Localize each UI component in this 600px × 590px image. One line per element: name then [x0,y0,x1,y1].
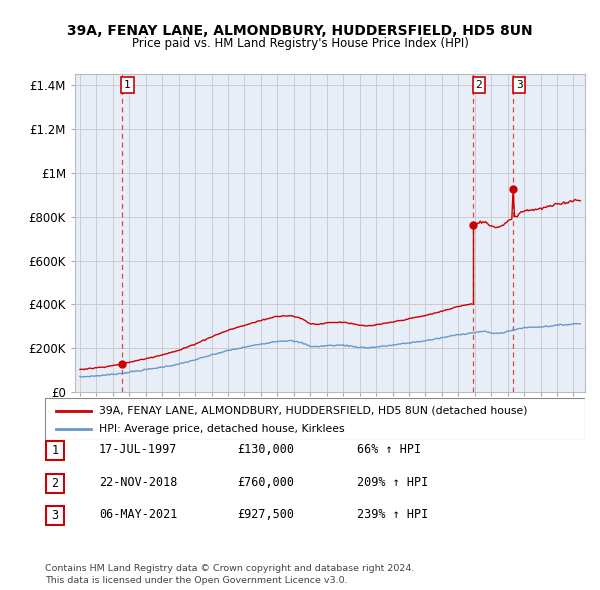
Text: 239% ↑ HPI: 239% ↑ HPI [357,508,428,521]
Text: 66% ↑ HPI: 66% ↑ HPI [357,443,421,456]
Text: 2: 2 [52,477,58,490]
Text: £927,500: £927,500 [237,508,294,521]
Text: 1: 1 [124,80,131,90]
Text: 209% ↑ HPI: 209% ↑ HPI [357,476,428,489]
Text: £760,000: £760,000 [237,476,294,489]
Text: 17-JUL-1997: 17-JUL-1997 [99,443,178,456]
Text: 39A, FENAY LANE, ALMONDBURY, HUDDERSFIELD, HD5 8UN: 39A, FENAY LANE, ALMONDBURY, HUDDERSFIEL… [67,24,533,38]
Text: £130,000: £130,000 [237,443,294,456]
Text: Contains HM Land Registry data © Crown copyright and database right 2024.: Contains HM Land Registry data © Crown c… [45,565,415,573]
Text: 39A, FENAY LANE, ALMONDBURY, HUDDERSFIELD, HD5 8UN (detached house): 39A, FENAY LANE, ALMONDBURY, HUDDERSFIEL… [99,406,527,415]
Text: 3: 3 [52,509,58,522]
Text: 22-NOV-2018: 22-NOV-2018 [99,476,178,489]
Text: 3: 3 [516,80,523,90]
Text: HPI: Average price, detached house, Kirklees: HPI: Average price, detached house, Kirk… [99,424,344,434]
Text: 1: 1 [52,444,58,457]
Text: This data is licensed under the Open Government Licence v3.0.: This data is licensed under the Open Gov… [45,576,347,585]
Text: 2: 2 [475,80,482,90]
Text: 06-MAY-2021: 06-MAY-2021 [99,508,178,521]
Text: Price paid vs. HM Land Registry's House Price Index (HPI): Price paid vs. HM Land Registry's House … [131,37,469,50]
